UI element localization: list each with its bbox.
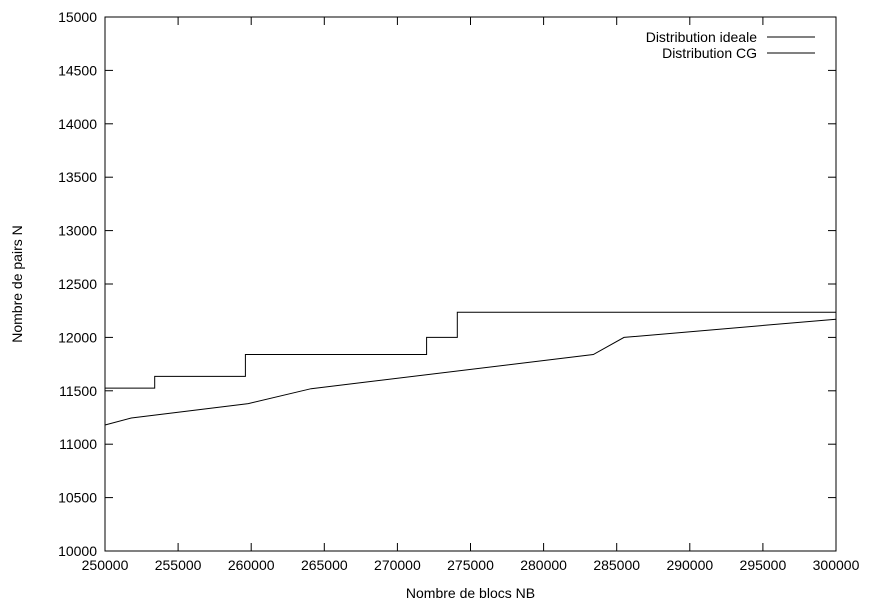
x-tick-label: 255000 <box>155 557 202 573</box>
y-tick-label: 14000 <box>58 116 97 132</box>
y-tick-label: 15000 <box>58 9 97 25</box>
series-layer <box>104 311 837 426</box>
tick-marks <box>104 16 837 552</box>
y-axis-title: Nombre de pairs N <box>9 225 25 343</box>
tick-labels: 250000 255000 260000 265000 270000 275000 2800… <box>58 9 860 573</box>
legend-label: Distribution CG <box>662 45 757 61</box>
x-tick-label: 265000 <box>301 557 348 573</box>
plot-frame <box>104 16 837 552</box>
x-tick-label: 250000 <box>82 557 129 573</box>
legend-item-0: Distribution ideale <box>646 29 815 45</box>
x-axis-title: Nombre de blocs NB <box>406 585 535 601</box>
legend-label: Distribution ideale <box>646 29 757 45</box>
y-tick-label: 11500 <box>59 383 97 399</box>
y-tick-label: 12500 <box>58 276 97 292</box>
x-tick-label: 285000 <box>593 557 640 573</box>
x-tick-label: 280000 <box>520 557 567 573</box>
series-line-0 <box>105 311 836 389</box>
y-tick-label: 12000 <box>58 329 97 345</box>
y-tick-label: 14500 <box>58 62 97 78</box>
x-tick-label: 260000 <box>228 557 275 573</box>
y-tick-label: 10500 <box>58 490 97 506</box>
legend: Distribution ideale Distribution CG <box>646 29 815 61</box>
x-tick-label: 275000 <box>447 557 494 573</box>
y-tick-label: 11000 <box>59 436 97 452</box>
legend-item-1: Distribution CG <box>662 45 815 61</box>
x-tick-label: 290000 <box>666 557 713 573</box>
x-tick-label: 270000 <box>374 557 421 573</box>
y-tick-label: 13000 <box>58 223 97 239</box>
x-tick-label: 295000 <box>740 557 787 573</box>
y-tick-label: 13500 <box>58 169 97 185</box>
series-line-1 <box>104 318 837 426</box>
y-tick-label: 10000 <box>58 543 97 559</box>
x-tick-label: 300000 <box>813 557 860 573</box>
